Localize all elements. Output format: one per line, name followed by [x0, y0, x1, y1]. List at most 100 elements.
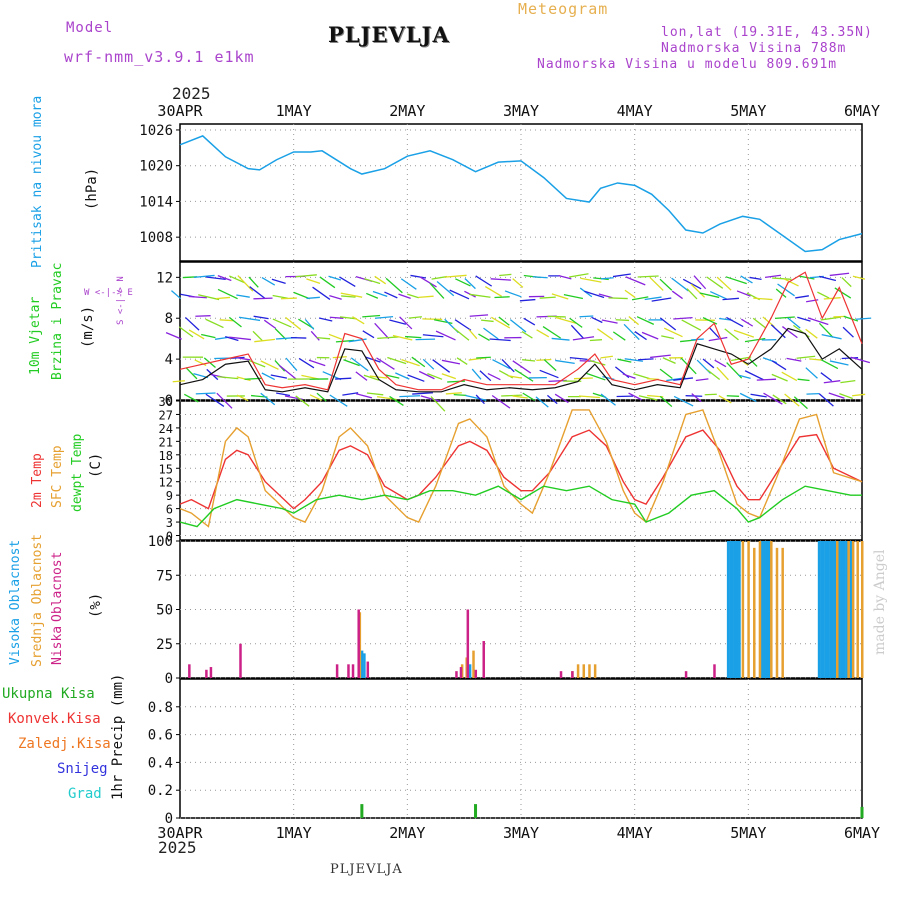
wind-arrow	[471, 368, 482, 380]
wind-arrow	[399, 395, 421, 398]
cloud-label-high: Visoka Oblacnost	[8, 539, 23, 665]
wind-arrow	[637, 275, 659, 278]
wind-arrow	[392, 334, 413, 341]
wind-arrow	[329, 394, 348, 407]
wind-arrow	[236, 394, 249, 402]
wind-arrow	[400, 278, 417, 290]
wind-arrow	[188, 295, 207, 299]
wind-arrow	[805, 367, 818, 379]
high-cloud-bar	[765, 541, 769, 678]
time-label-top: 3MAY	[503, 102, 539, 120]
wind-arrow	[389, 395, 404, 406]
ytick-label-temperature: 0	[166, 530, 173, 544]
wind-arrow	[699, 292, 720, 299]
wind-arrow	[431, 275, 448, 280]
wind-arrow	[205, 318, 224, 329]
wind-arrow	[671, 290, 683, 300]
wind-arrow	[850, 356, 871, 364]
mid-cloud-bar	[593, 664, 597, 678]
time-label-top: 30APR	[157, 102, 203, 120]
wind-arrow	[343, 359, 360, 367]
ytick-label-temperature: 12	[159, 476, 173, 490]
time-label-bottom: 1MAY	[276, 824, 312, 842]
wind-arrow	[507, 375, 523, 379]
wind-arrow	[339, 316, 357, 320]
time-label-top: 1MAY	[276, 102, 312, 120]
wind-arrow	[205, 393, 225, 407]
wind-arrow	[215, 296, 231, 300]
wind-arrow	[663, 327, 683, 338]
wind-arrow	[237, 275, 254, 292]
wind-arrow	[569, 357, 588, 361]
wind-arrow	[489, 338, 511, 342]
wind-arrow	[476, 356, 491, 359]
wind-arrow	[602, 375, 615, 380]
wind-arrow	[579, 315, 594, 318]
ytick-label-wind: 12	[156, 270, 173, 286]
high-cloud-bar	[735, 541, 739, 678]
wind-arrow	[374, 322, 390, 340]
wind-arrow	[229, 275, 246, 284]
precip-legend-snow: Snijeg	[57, 761, 108, 777]
mid-cloud-bar	[775, 547, 779, 678]
wind-arrow	[377, 336, 399, 340]
wind-arrow	[407, 293, 419, 299]
mid-cloud-bar	[472, 650, 475, 678]
wind-arrow	[216, 392, 233, 409]
model-name: wrf-nmm_v3.9.1 e1km	[64, 48, 255, 66]
high-cloud-bar	[729, 541, 732, 678]
wind-arrow	[384, 291, 398, 299]
wind-arrow	[384, 374, 400, 379]
ytick-label-temperature: 18	[159, 449, 173, 463]
wind-arrow	[422, 318, 443, 321]
high-cloud-bar	[731, 541, 734, 678]
wind-speed-line	[179, 327, 863, 393]
wind-arrow	[253, 297, 273, 300]
wind-arrow	[555, 359, 575, 364]
wind-arrow	[422, 358, 435, 370]
wind-arrow	[522, 359, 536, 362]
wind-arrow	[274, 328, 287, 341]
ytick-label-temperature: 3	[166, 516, 173, 530]
wind-arrow	[573, 377, 593, 380]
temp-dewpt-line	[179, 485, 862, 528]
wind-arrow	[820, 359, 839, 370]
ytick-label-precip_1hr: 0	[165, 811, 173, 827]
ytick-label-temperature: 27	[159, 408, 173, 422]
ytick-label-cloud_cover: 0	[165, 671, 173, 687]
low-cloud-bar	[205, 669, 208, 678]
wind-arrow	[447, 380, 466, 383]
wind-arrow	[501, 358, 515, 373]
time-label-bottom: 30APR	[157, 824, 203, 842]
wind-arrow	[841, 277, 852, 288]
wind-arrow	[165, 332, 182, 340]
wind-arrow	[183, 393, 199, 403]
wind-arrow	[695, 378, 709, 382]
wind-arrow	[171, 290, 182, 300]
wind-arrow	[823, 297, 841, 300]
wind-arrow	[817, 291, 830, 299]
wind-arrow	[435, 330, 456, 341]
wind-arrow	[224, 335, 239, 342]
low-cloud-bar	[188, 664, 191, 678]
wind-arrow	[563, 293, 584, 300]
wind-arrow	[362, 330, 375, 339]
wind-arrow	[263, 319, 277, 329]
low-cloud-bar	[335, 664, 339, 678]
lonlat: lon,lat (19.31E, 43.35N)	[661, 25, 873, 40]
low-cloud-bar	[239, 643, 242, 678]
wind-arrow	[238, 316, 261, 322]
wind-arrow	[178, 326, 194, 338]
wind-arrow	[770, 324, 786, 339]
wind-arrow	[454, 319, 472, 331]
wind-arrow	[551, 337, 570, 341]
wind-arrow	[455, 278, 471, 287]
low-cloud-bar	[571, 671, 574, 678]
high-cloud-bar	[833, 541, 837, 678]
wind-arrow	[478, 333, 490, 341]
wind-arrow	[494, 296, 510, 299]
wind-arrow	[491, 394, 511, 409]
low-cloud-bar	[351, 664, 355, 678]
wind-arrow	[270, 374, 288, 379]
wind-arrow	[709, 290, 727, 300]
